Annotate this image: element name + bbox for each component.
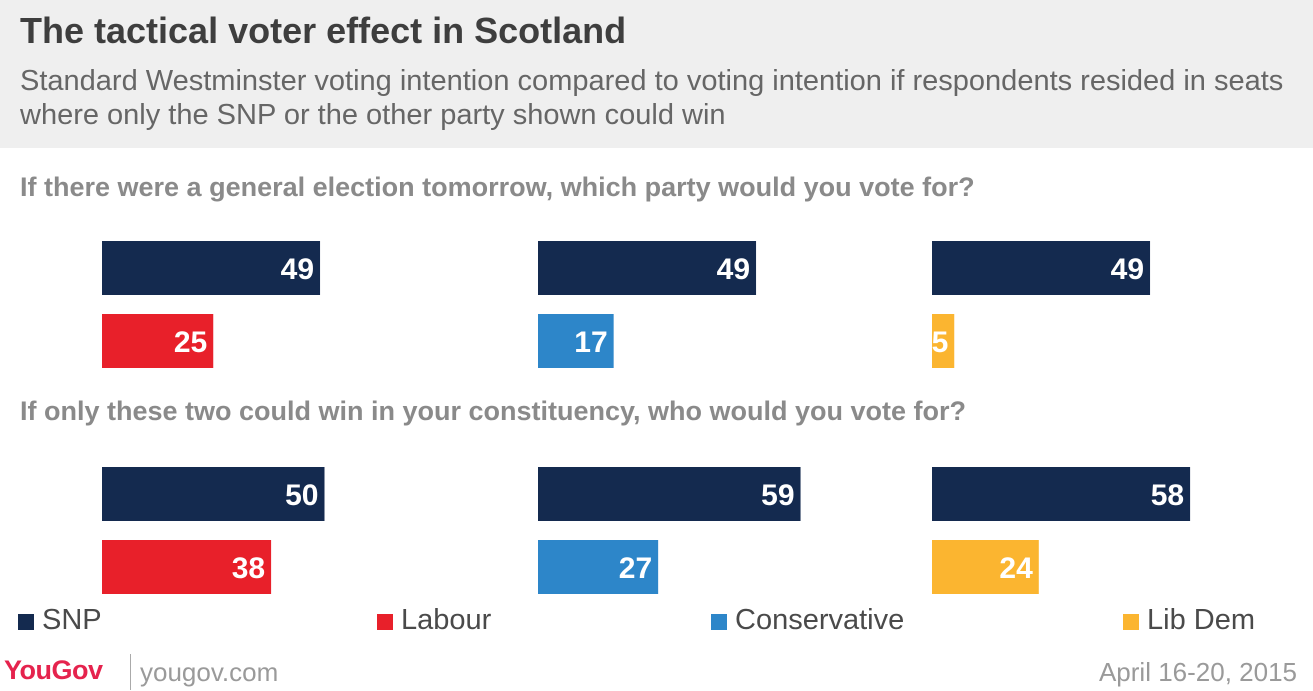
bar-label-conservative-q1-col2: 17 <box>574 326 607 359</box>
footer-date: April 16-20, 2015 <box>1098 657 1297 687</box>
bar-snp-q1-col1 <box>102 241 321 295</box>
bar-snp-q2-col2 <box>538 467 801 521</box>
bar-label-snp-q1-col1: 49 <box>281 253 314 286</box>
bar-label-lib-dem-q1-col3: 5 <box>932 326 949 359</box>
bar-label-snp-q1-col2: 49 <box>717 253 750 286</box>
bar-snp-q1-col3 <box>932 241 1151 295</box>
legend-label-snp: SNP <box>42 604 102 636</box>
legend-conservative: Conservative <box>711 604 904 637</box>
legend-label-labour: Labour <box>401 604 492 636</box>
bar-lib-dem-q1-col3 <box>932 314 955 368</box>
footer-site[interactable]: yougov.com <box>140 657 279 687</box>
bar-label-snp-q2-col2: 59 <box>761 479 794 512</box>
footer-divider <box>130 654 131 690</box>
bar-label-labour-q1-col1: 25 <box>174 326 207 359</box>
legend-swatch-labour <box>377 614 393 630</box>
question-1: If there were a general election tomorro… <box>20 172 975 202</box>
bar-labour-q2-col1 <box>102 540 272 594</box>
chart-subtitle: Standard Westminster voting intention co… <box>20 65 1284 131</box>
bar-conservative-q1-col2 <box>538 314 614 368</box>
bar-conservative-q2-col2 <box>538 540 659 594</box>
bar-label-conservative-q2-col2: 27 <box>619 552 652 585</box>
bar-label-labour-q2-col1: 38 <box>232 552 265 585</box>
legend-swatch-conservative <box>711 614 727 630</box>
bar-label-lib-dem-q2-col3: 24 <box>999 552 1033 585</box>
legend-labour: Labour <box>377 604 491 637</box>
yougov-logo: YouGov <box>4 655 103 685</box>
bar-label-snp-q2-col3: 58 <box>1151 479 1184 512</box>
chart-title: The tactical voter effect in Scotland <box>20 10 627 51</box>
bar-lib-dem-q2-col3 <box>932 540 1039 594</box>
legend-swatch-snp <box>18 614 34 630</box>
legend-label-conservative: Conservative <box>735 604 905 636</box>
bar-label-snp-q2-col1: 50 <box>285 479 318 512</box>
legend-swatch-libdem <box>1123 614 1139 630</box>
bar-chart: 49 25 49 17 49 5 50 38 59 27 58 24 <box>102 241 1191 594</box>
bar-labour-q1-col1 <box>102 314 214 368</box>
question-2: If only these two could win in your cons… <box>20 396 967 426</box>
legend-label-libdem: Lib Dem <box>1147 604 1255 636</box>
legend-snp: SNP <box>18 604 102 637</box>
header-band: The tactical voter effect in Scotland St… <box>0 0 1313 148</box>
bar-snp-q2-col3 <box>932 467 1191 521</box>
bar-label-snp-q1-col3: 49 <box>1111 253 1144 286</box>
bar-snp-q2-col1 <box>102 467 325 521</box>
legend-libdem: Lib Dem <box>1123 604 1255 637</box>
bar-snp-q1-col2 <box>538 241 757 295</box>
